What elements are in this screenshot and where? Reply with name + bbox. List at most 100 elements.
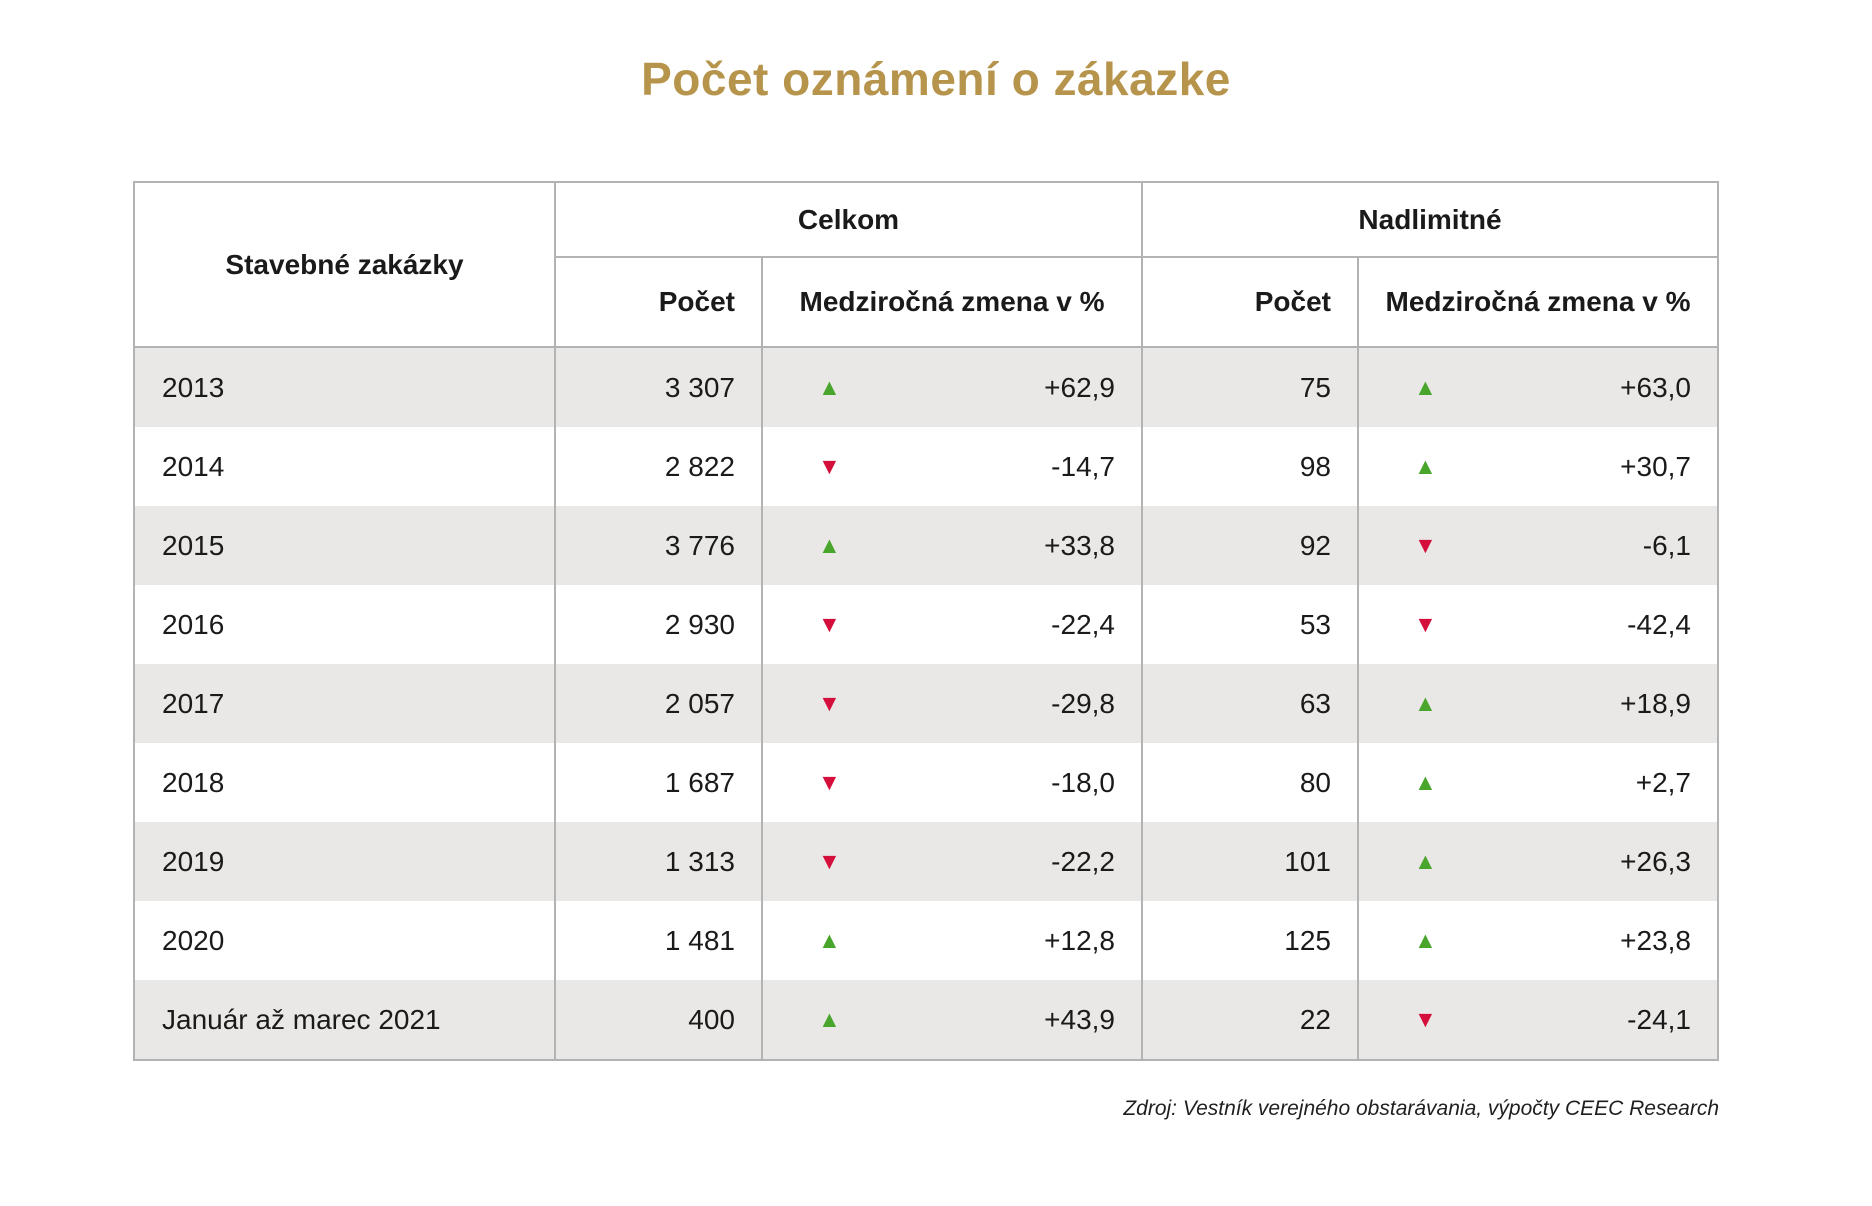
down-triangle-icon: ▼ [818,690,841,716]
celkom-change-value: +33,8 [1044,529,1115,561]
table-row: 2017 2 057 ▼ -29,8 63 ▲ +18,9 [135,664,1717,743]
nadlimitne-change-value: +30,7 [1620,450,1691,482]
table-row: 2014 2 822 ▼ -14,7 98 ▲ +30,7 [135,427,1717,506]
celkom-change-cell: ▼ -14,7 [761,427,1141,506]
nadlimitne-change-cell: ▼ -6,1 [1357,506,1717,585]
table-row: 2013 3 307 ▲ +62,9 75 ▲ +63,0 [135,348,1717,427]
row-label: 2017 [162,687,225,719]
celkom-change-cell: ▼ -22,4 [761,585,1141,664]
nadlimitne-change-cell: ▲ +2,7 [1357,743,1717,822]
nadlimitne-change-value: -42,4 [1627,608,1691,640]
down-triangle-icon: ▼ [1414,532,1437,558]
celkom-change-cell: ▼ -18,0 [761,743,1141,822]
group-header-nadlimitne: Nadlimitné [1141,183,1717,258]
celkom-count: 3 776 [554,506,761,585]
nadlimitne-change-cell: ▼ -24,1 [1357,980,1717,1059]
table-row: Január až marec 2021 400 ▲ +43,9 22 ▼ -24,1 [135,980,1717,1059]
celkom-change-value: -22,2 [1051,845,1115,877]
row-label: 2016 [162,608,225,640]
nadlimitne-count: 80 [1141,743,1357,822]
nadlimitne-change-cell: ▲ +23,8 [1357,901,1717,980]
celkom-count: 2 057 [554,664,761,743]
announcements-table: Stavebné zakázky Celkom Nadlimitné Počet… [133,181,1719,1061]
down-triangle-icon: ▼ [818,611,841,637]
down-triangle-icon: ▼ [818,769,841,795]
celkom-count: 400 [554,980,761,1059]
celkom-count: 2 930 [554,585,761,664]
nadlimitne-change-value: +18,9 [1620,687,1691,719]
group-header-celkom: Celkom [554,183,1141,258]
nadlimitne-count: 101 [1141,822,1357,901]
celkom-count: 3 307 [554,348,761,427]
row-label: 2013 [162,371,225,403]
celkom-change-value: +43,9 [1044,1003,1115,1035]
row-label: 2019 [162,845,225,877]
table-header: Stavebné zakázky Celkom Nadlimitné Počet… [135,183,1717,348]
celkom-change-cell: ▲ +62,9 [761,348,1141,427]
table-row: 2015 3 776 ▲ +33,8 92 ▼ -6,1 [135,506,1717,585]
nadlimitne-count: 92 [1141,506,1357,585]
up-triangle-icon: ▲ [818,1006,841,1032]
nadlimitne-count: 22 [1141,980,1357,1059]
nadlimitne-change-cell: ▲ +18,9 [1357,664,1717,743]
celkom-count: 1 313 [554,822,761,901]
celkom-change-value: +12,8 [1044,924,1115,956]
down-triangle-icon: ▼ [818,453,841,479]
up-triangle-icon: ▲ [1414,848,1437,874]
nadlimitne-count: 63 [1141,664,1357,743]
up-triangle-icon: ▲ [1414,690,1437,716]
nadlimitne-change-value: +23,8 [1620,924,1691,956]
up-triangle-icon: ▲ [818,927,841,953]
down-triangle-icon: ▼ [1414,1006,1437,1032]
down-triangle-icon: ▼ [818,848,841,874]
celkom-change-cell: ▲ +43,9 [761,980,1141,1059]
nadlimitne-change-value: +2,7 [1635,766,1691,798]
up-triangle-icon: ▲ [1414,769,1437,795]
nadlimitne-count: 75 [1141,348,1357,427]
celkom-change-value: -18,0 [1051,766,1115,798]
nadlimitne-count: 98 [1141,427,1357,506]
up-triangle-icon: ▲ [1414,927,1437,953]
celkom-change-cell: ▲ +33,8 [761,506,1141,585]
source-note: Zdroj: Vestník verejného obstarávania, v… [1123,1097,1719,1120]
row-label: 2014 [162,450,225,482]
table-row: 2016 2 930 ▼ -22,4 53 ▼ -42,4 [135,585,1717,664]
page-title: Počet oznámení o zákazke [641,53,1231,105]
table-row: 2020 1 481 ▲ +12,8 125 ▲ +23,8 [135,901,1717,980]
celkom-change-value: -22,4 [1051,608,1115,640]
table-row: 2019 1 313 ▼ -22,2 101 ▲ +26,3 [135,822,1717,901]
celkom-count: 1 481 [554,901,761,980]
row-label: 2015 [162,529,225,561]
celkom-change-value: +62,9 [1044,371,1115,403]
nadlimitne-change-value: +63,0 [1620,371,1691,403]
row-header-cell: Stavebné zakázky [225,248,464,280]
nadlimitne-change-cell: ▲ +30,7 [1357,427,1717,506]
nadlimitne-count: 53 [1141,585,1357,664]
nadlimitne-change-value: -6,1 [1642,529,1691,561]
celkom-change-cell: ▼ -29,8 [761,664,1141,743]
row-label: Január až marec 2021 [162,1003,441,1035]
table-body: 2013 3 307 ▲ +62,9 75 ▲ +63,0 2014 2 822 ▼ -14,7 98… [135,348,1717,1059]
nadlimitne-change-cell: ▼ -42,4 [1357,585,1717,664]
nadlimitne-change-value: -24,1 [1627,1003,1691,1035]
celkom-change-cell: ▲ +12,8 [761,901,1141,980]
subheader-celkom-count: Počet [554,258,761,346]
celkom-change-value: -14,7 [1051,450,1115,482]
nadlimitne-count: 125 [1141,901,1357,980]
nadlimitne-change-value: +26,3 [1620,845,1691,877]
row-label: 2018 [162,766,225,798]
celkom-change-value: -29,8 [1051,687,1115,719]
row-label: 2020 [162,924,225,956]
nadlimitne-change-cell: ▲ +63,0 [1357,348,1717,427]
up-triangle-icon: ▲ [818,532,841,558]
celkom-count: 2 822 [554,427,761,506]
subheader-celkom-change: Medziročná zmena v % [761,258,1141,346]
celkom-count: 1 687 [554,743,761,822]
up-triangle-icon: ▲ [1414,453,1437,479]
up-triangle-icon: ▲ [1414,374,1437,400]
table-row: 2018 1 687 ▼ -18,0 80 ▲ +2,7 [135,743,1717,822]
nadlimitne-change-cell: ▲ +26,3 [1357,822,1717,901]
up-triangle-icon: ▲ [818,374,841,400]
down-triangle-icon: ▼ [1414,611,1437,637]
subheader-nadlimitne-count: Počet [1141,258,1357,346]
